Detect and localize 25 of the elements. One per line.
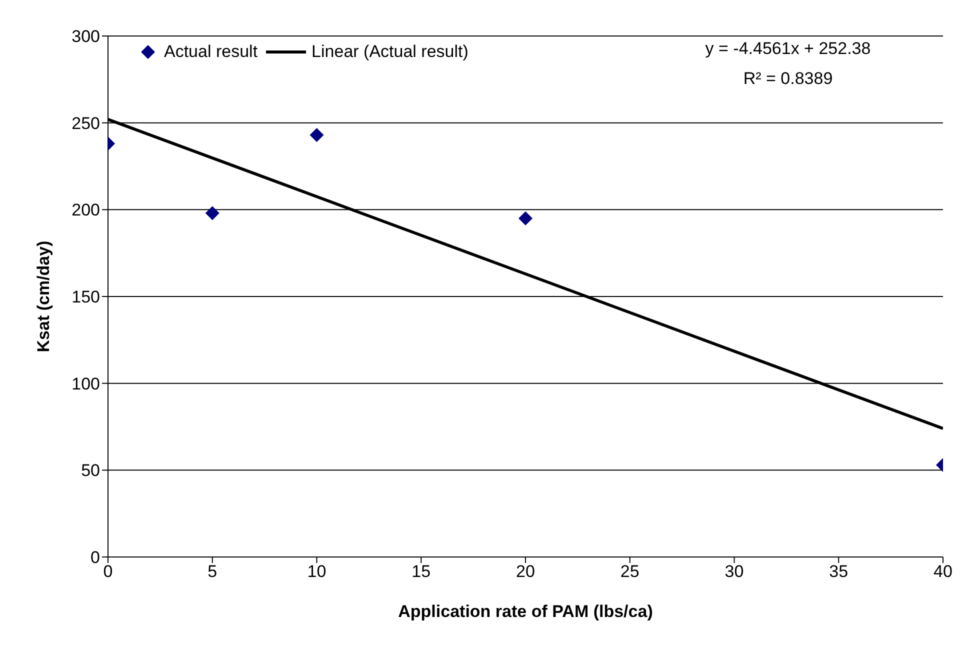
x-tick-label: 5 — [208, 562, 218, 582]
x-tick-label: 25 — [620, 562, 640, 582]
x-tick-label: 40 — [934, 562, 952, 582]
x-tick-label: 0 — [103, 562, 113, 582]
x-tick-label: 15 — [412, 562, 431, 582]
annotation: R² = 0.8389 — [743, 69, 833, 88]
point — [205, 206, 220, 220]
y-tick-label: 150 — [72, 288, 100, 307]
legend-label: Actual result — [164, 42, 258, 62]
y-tick-label: 50 — [81, 461, 100, 480]
y-tick-label: 0 — [90, 548, 100, 568]
x-axis-title: Application rate of PAM (lbs/ca) — [398, 602, 653, 621]
x-tick-label: 35 — [829, 562, 848, 582]
y-tick-label: 300 — [72, 27, 100, 46]
y-axis-title: Ksat (cm/day) — [34, 240, 54, 352]
y-tick-label: 100 — [72, 374, 100, 394]
point — [518, 211, 532, 226]
x-tick-label: 10 — [307, 562, 326, 582]
y-tick-label: 200 — [72, 200, 100, 220]
x-tick-label: 30 — [724, 562, 744, 582]
x-tick-label: 20 — [516, 562, 535, 582]
legend-label: Linear (Actual result) — [312, 42, 468, 62]
y-tick-label: 250 — [72, 114, 100, 133]
annotation: y = -4.4561x + 252.38 — [705, 39, 871, 58]
point — [310, 128, 324, 142]
